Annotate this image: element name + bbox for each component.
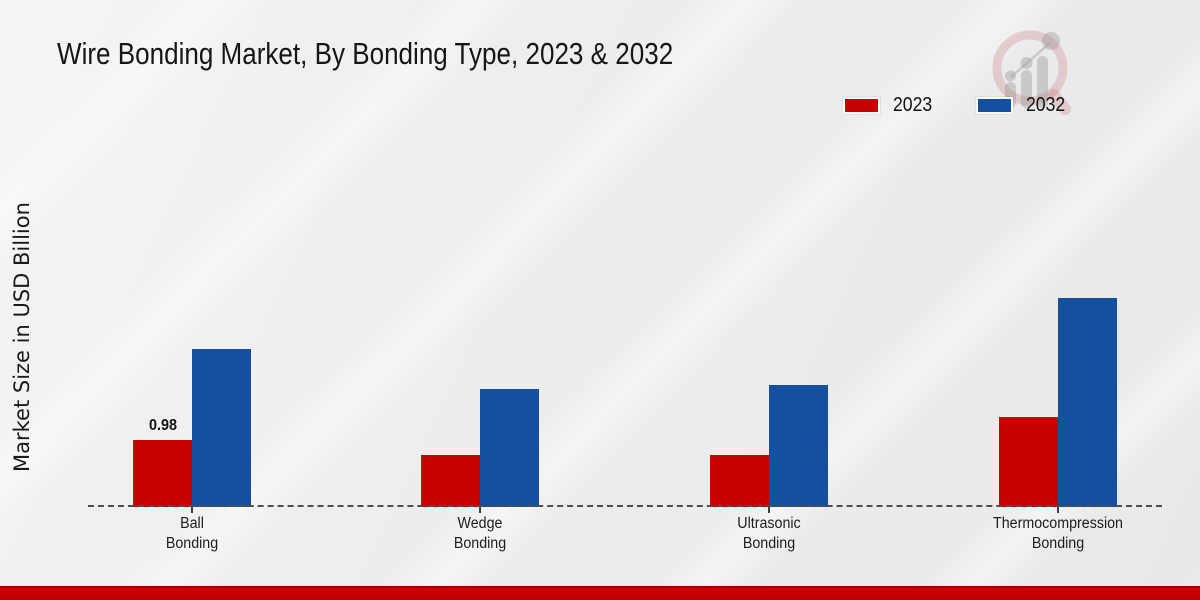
footer-red-strip [0,586,1200,600]
x-axis-tick [191,507,193,513]
legend-swatch-2032-icon [975,97,1013,114]
y-axis-label: Market Size in USD Billion [10,202,34,472]
legend-item-2023: 2023 [843,94,938,117]
chart-title: Wire Bonding Market, By Bonding Type, 20… [57,36,674,71]
x-axis-tick [1057,507,1059,513]
x-axis-tick [479,507,481,513]
category-label-wedge-bonding: Wedge Bonding [453,515,507,552]
category-label-ball-bonding: Ball Bonding [165,515,219,552]
x-axis-baseline [88,505,1162,507]
bar-2023-thermocompression-bonding [999,417,1058,507]
legend-label-2023: 2023 [893,94,933,116]
x-axis-tick [768,507,770,513]
bar-2023-ball-bonding [133,440,192,507]
legend-item-2032: 2032 [975,94,1071,117]
bar-value-label: 0.98 [148,417,177,434]
bar-2032-ball-bonding [192,349,251,507]
bar-2023-wedge-bonding [421,455,480,507]
bar-2032-thermocompression-bonding [1058,298,1117,507]
legend: 2023 2032 [843,94,1070,117]
bar-2032-ultrasonic-bonding [769,385,828,507]
bar-2023-ultrasonic-bonding [710,455,769,507]
category-label-ultrasonic-bonding: Ultrasonic Bonding [737,515,801,552]
bar-2032-wedge-bonding [480,389,539,507]
legend-swatch-2023-icon [843,97,880,114]
category-label-thermocompression-bonding: Thermocompression Bonding [993,515,1123,552]
legend-label-2032: 2032 [1025,94,1065,116]
